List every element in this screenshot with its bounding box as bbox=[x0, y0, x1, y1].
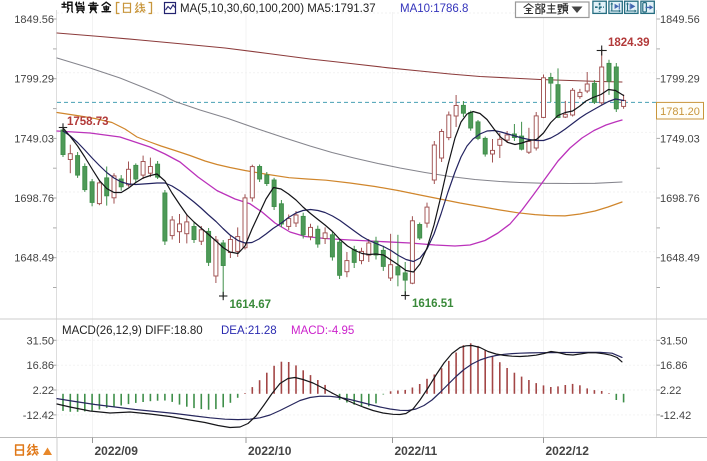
svg-text:1849.56: 1849.56 bbox=[14, 14, 54, 26]
svg-text:1799.29: 1799.29 bbox=[660, 74, 700, 86]
svg-text:1614.67: 1614.67 bbox=[230, 299, 272, 311]
svg-text:16.86: 16.86 bbox=[26, 360, 54, 372]
svg-text:MACD:-4.95: MACD:-4.95 bbox=[291, 325, 354, 337]
svg-text:2022/09: 2022/09 bbox=[95, 444, 139, 458]
svg-text:2022/10: 2022/10 bbox=[248, 444, 292, 458]
svg-text:-12.42: -12.42 bbox=[23, 410, 54, 422]
svg-text:31.50: 31.50 bbox=[660, 335, 688, 347]
svg-text:MA10:1786.8: MA10:1786.8 bbox=[400, 3, 468, 15]
svg-text:MACD(26,12,9) DIFF:18.80: MACD(26,12,9) DIFF:18.80 bbox=[62, 325, 203, 337]
svg-text:MA(5,10,30,60,100,200) MA5:179: MA(5,10,30,60,100,200) MA5:1791.37 bbox=[180, 3, 376, 15]
svg-text:1758.73: 1758.73 bbox=[67, 116, 109, 128]
svg-text:-12.42: -12.42 bbox=[660, 410, 691, 422]
svg-text:1799.29: 1799.29 bbox=[14, 74, 54, 86]
svg-text:1648.49: 1648.49 bbox=[660, 253, 700, 265]
svg-text:16.86: 16.86 bbox=[660, 360, 688, 372]
svg-text:1616.51: 1616.51 bbox=[412, 298, 454, 310]
svg-text:1849.56: 1849.56 bbox=[660, 14, 700, 26]
svg-text:2.22: 2.22 bbox=[660, 385, 681, 397]
svg-text:1698.76: 1698.76 bbox=[660, 193, 700, 205]
svg-text:31.50: 31.50 bbox=[26, 335, 54, 347]
svg-text:1648.49: 1648.49 bbox=[14, 253, 54, 265]
svg-text:1749.03: 1749.03 bbox=[660, 133, 700, 145]
svg-text:2022/12: 2022/12 bbox=[546, 444, 590, 458]
svg-text:1781.20: 1781.20 bbox=[660, 106, 700, 118]
svg-text:1824.39: 1824.39 bbox=[608, 37, 650, 49]
svg-text:2022/11: 2022/11 bbox=[395, 444, 438, 458]
svg-text:1698.76: 1698.76 bbox=[14, 193, 54, 205]
svg-text:DEA:21.28: DEA:21.28 bbox=[221, 325, 277, 337]
svg-text:2.22: 2.22 bbox=[33, 385, 54, 397]
svg-text:1749.03: 1749.03 bbox=[14, 133, 54, 145]
